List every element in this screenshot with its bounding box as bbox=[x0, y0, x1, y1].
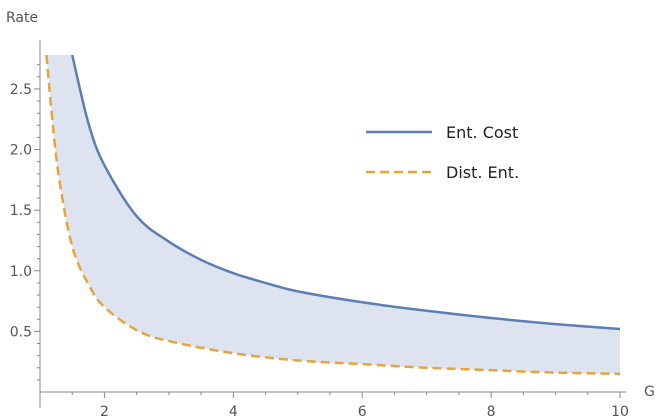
series-line-dist-ent bbox=[45, 54, 621, 376]
legend-label-dist-ent: Dist. Ent. bbox=[446, 163, 519, 182]
series-line-ent-cost bbox=[71, 54, 621, 331]
y-tick-label: 2.5 bbox=[10, 82, 32, 98]
x-tick-label: 8 bbox=[487, 404, 496, 420]
legend: Ent. Cost Dist. Ent. bbox=[366, 123, 519, 182]
x-tick-label: 2 bbox=[100, 404, 109, 420]
y-axis-label: Rate bbox=[6, 10, 38, 26]
shaded-area-layer bbox=[46, 55, 620, 374]
legend-label-ent-cost: Ent. Cost bbox=[446, 123, 518, 142]
x-axis-label: G bbox=[644, 384, 655, 400]
y-tick-label: 2.0 bbox=[10, 143, 32, 159]
y-tick-label: 1.0 bbox=[10, 264, 32, 280]
shaded-region bbox=[46, 55, 620, 374]
ticks-layer: 2 4 6 8 10 0.5 1.0 1.5 2.0 2.5 bbox=[10, 64, 629, 420]
x-tick-label: 4 bbox=[229, 404, 238, 420]
x-tick-label: 6 bbox=[358, 404, 367, 420]
y-tick-label: 1.5 bbox=[10, 203, 32, 219]
y-tick-label: 0.5 bbox=[10, 324, 32, 340]
x-tick-label: 10 bbox=[611, 404, 629, 420]
series-layer bbox=[45, 54, 621, 376]
